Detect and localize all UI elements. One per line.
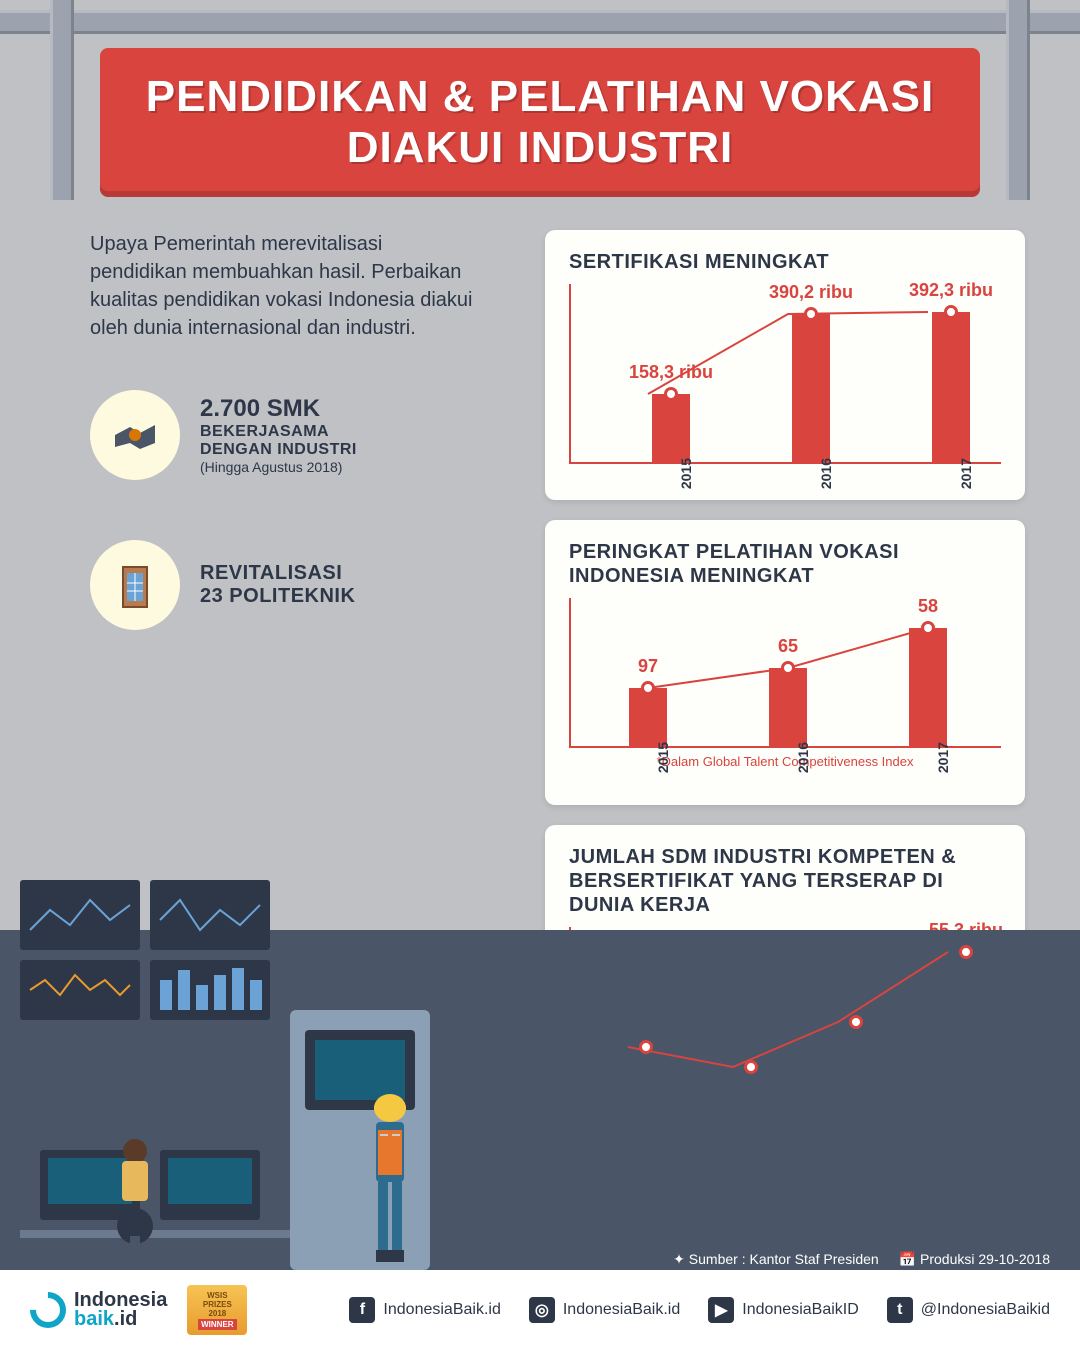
wall-screens xyxy=(20,880,280,1030)
social-handle: IndonesiaBaik.id xyxy=(383,1301,500,1319)
bar-dot xyxy=(849,1015,863,1029)
twitter-icon: t xyxy=(887,1297,913,1323)
social-handle: IndonesiaBaikID xyxy=(742,1301,859,1319)
stat-smk: 2.700 SMK BEKERJASAMA DENGAN INDUSTRI (H… xyxy=(90,390,357,480)
worker-standing xyxy=(350,1090,430,1270)
page-title: PENDIDIKAN & PELATIHAN VOKASI DIAKUI IND… xyxy=(120,72,960,173)
social-twitter[interactable]: t @IndonesiaBaikid xyxy=(887,1297,1050,1323)
handshake-icon xyxy=(90,390,180,480)
bar-dot xyxy=(944,305,958,319)
instagram-icon: ◎ xyxy=(529,1297,555,1323)
wsis-badge: WSIS PRIZES 2018 WINNER xyxy=(187,1285,247,1335)
chart-area: 158,3 ribu2015390,2 ribu2016392,3 ribu20… xyxy=(569,284,1001,464)
building-icon xyxy=(90,540,180,630)
logo-icon xyxy=(23,1285,74,1336)
facebook-icon: f xyxy=(349,1297,375,1323)
logo-main: Indonesia baik.id xyxy=(30,1291,167,1329)
social-youtube[interactable]: ▶ IndonesiaBaikID xyxy=(708,1297,859,1323)
social-facebook[interactable]: f IndonesiaBaik.id xyxy=(349,1297,500,1323)
worker-seated xyxy=(100,1136,170,1246)
bar-dot xyxy=(921,621,935,635)
social-handle: @IndonesiaBaikid xyxy=(921,1301,1050,1319)
bar-dot xyxy=(804,307,818,321)
chart-card-sertifikasi: SERTIFIKASI MENINGKAT 158,3 ribu2015390,… xyxy=(545,230,1025,500)
logo-text: Indonesia baik.id xyxy=(74,1291,167,1329)
chart-card-peringkat: PERINGKAT PELATIHAN VOKASI INDONESIA MEN… xyxy=(545,520,1025,805)
youtube-icon: ▶ xyxy=(708,1297,734,1323)
intro-paragraph: Upaya Pemerintah merevitalisasi pendidik… xyxy=(90,230,480,342)
footer-bar: Indonesia baik.id WSIS PRIZES 2018 WINNE… xyxy=(0,1270,1080,1350)
bar-dot xyxy=(641,681,655,695)
social-links: f IndonesiaBaik.id ◎ IndonesiaBaik.id ▶ Indon… xyxy=(349,1297,1050,1323)
stat-smk-text: 2.700 SMK BEKERJASAMA DENGAN INDUSTRI (H… xyxy=(200,395,357,475)
title-banner: PENDIDIKAN & PELATIHAN VOKASI DIAKUI IND… xyxy=(100,48,980,197)
chart-title: JUMLAH SDM INDUSTRI KOMPETEN & BERSERTIF… xyxy=(569,845,1001,917)
date-info: 📅 Produksi 29-10-2018 xyxy=(899,1251,1050,1268)
stat-politeknik: REVITALISASI 23 POLITEKNIK xyxy=(90,540,355,630)
chart-area: 22,4 ribu201515,5 ribu201630,1 ribu20175… xyxy=(569,927,1001,1117)
source-info: ✦ Sumber : Kantor Staf Presiden xyxy=(673,1251,879,1268)
bar-dot xyxy=(639,1040,653,1054)
bar-dot xyxy=(781,661,795,675)
chart-title: PERINGKAT PELATIHAN VOKASI INDONESIA MEN… xyxy=(569,540,1001,588)
chart-area: 972015652016582017 xyxy=(569,598,1001,748)
social-instagram[interactable]: ◎ IndonesiaBaik.id xyxy=(529,1297,680,1323)
social-handle: IndonesiaBaik.id xyxy=(563,1301,680,1319)
bar-dot xyxy=(744,1060,758,1074)
stat-politeknik-text: REVITALISASI 23 POLITEKNIK xyxy=(200,562,355,608)
chart-card-sdm: JUMLAH SDM INDUSTRI KOMPETEN & BERSERTIF… xyxy=(545,825,1025,1160)
chart-title: SERTIFIKASI MENINGKAT xyxy=(569,250,1001,274)
bar-dot xyxy=(959,945,973,959)
footer-meta: ✦ Sumber : Kantor Staf Presiden 📅 Produk… xyxy=(673,1251,1050,1268)
bar-dot xyxy=(664,387,678,401)
